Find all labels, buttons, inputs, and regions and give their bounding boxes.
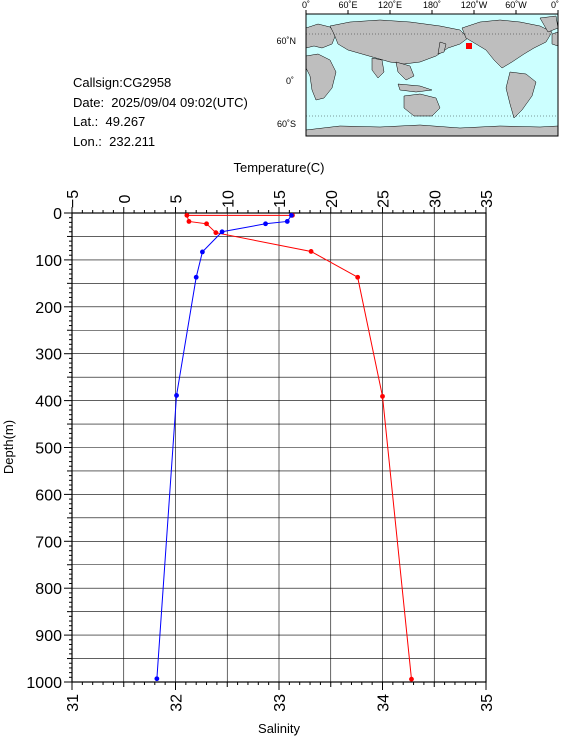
map-lon-label: 60˚W — [505, 0, 527, 10]
salinity-point — [289, 212, 294, 218]
depth-tick-label: 400 — [35, 394, 62, 411]
temperature-point — [308, 249, 314, 254]
depth-axis-title: Depth(m) — [1, 420, 16, 474]
temperature-point — [186, 219, 192, 224]
depth-tick-label: 700 — [35, 534, 62, 551]
temperature-tick-label: 10 — [220, 190, 237, 208]
salinity-point — [200, 249, 205, 255]
salinity-point — [193, 274, 199, 280]
depth-tick-label: 200 — [35, 300, 62, 317]
lon-text: Lon.: 232.211 — [73, 133, 156, 149]
temperature-axis-title: Temperature(C) — [233, 160, 324, 175]
temperature-tick-label: 25 — [376, 190, 393, 208]
salinity-line — [156, 215, 292, 679]
callsign-text: Callsign:CG2958 — [73, 75, 172, 90]
map-lon-labels: 0˚ 60˚E 120˚E 180˚ 120˚W 60˚W 0˚ — [302, 0, 559, 10]
map-lat-labels: 60˚N 0˚ 60˚S — [276, 36, 296, 129]
temperature-tick-label: 0 — [117, 194, 134, 203]
map-lat-label: 60˚N — [276, 36, 296, 46]
temperature-tick-label: 30 — [427, 190, 444, 208]
station-info: Callsign:CG2958 Date: 2025/09/04 09:02(U… — [73, 73, 248, 151]
map-lon-label: 0˚ — [302, 0, 310, 10]
temperature-point — [213, 230, 219, 236]
depth-tick-label: 1000 — [26, 675, 62, 692]
depth-tick-label: 500 — [35, 441, 62, 458]
depth-tick-label: 0 — [53, 206, 62, 223]
temperature-tick-label: −5 — [65, 190, 82, 208]
salinity-axis-title: Salinity — [258, 721, 300, 736]
temperature-tick-label: 15 — [272, 190, 289, 208]
map-land — [305, 15, 559, 137]
map-lat-label: 0˚ — [286, 76, 294, 86]
salinity-point — [174, 393, 179, 398]
salinity-point — [154, 676, 160, 682]
station-marker — [466, 43, 472, 49]
depth-tick-label: 600 — [35, 487, 62, 504]
temperature-point — [355, 274, 361, 280]
map-lon-ticks — [305, 10, 559, 14]
salinity-point — [263, 221, 268, 227]
salinity-tick-label: 34 — [376, 694, 393, 712]
map-lon-label: 180˚ — [423, 0, 441, 10]
map-lat-lines — [306, 33, 558, 117]
temperature-tick-label: 20 — [324, 190, 341, 208]
salinity-tick-label: 33 — [272, 694, 289, 712]
temperature-tick-label: 35 — [479, 190, 496, 208]
depth-tick-label: 100 — [35, 253, 62, 270]
salinity-point — [219, 229, 225, 235]
depth-tick-label: 300 — [35, 347, 62, 364]
map-lon-label: 0˚ — [551, 0, 559, 10]
map-lon-label: 120˚E — [378, 0, 402, 10]
salinity-tick-label: 31 — [65, 694, 82, 712]
temperature-tick-label: 5 — [169, 194, 186, 203]
temperature-point — [380, 393, 385, 399]
depth-tick-label: 900 — [35, 628, 62, 645]
salinity-tick-label: 32 — [169, 694, 186, 712]
map-lon-label: 120˚W — [461, 0, 488, 10]
temperature-point — [184, 212, 190, 218]
map-lon-label: 60˚E — [338, 0, 357, 10]
date-text: Date: 2025/09/04 09:02(UTC) — [73, 94, 248, 110]
lat-text: Lat.: 49.267 — [73, 114, 146, 129]
salinity-point — [284, 219, 290, 224]
temperature-point — [409, 676, 414, 682]
salinity-tick-label: 35 — [479, 694, 496, 712]
depth-tick-label: 800 — [35, 581, 62, 598]
map-lat-label: 60˚S — [277, 119, 296, 129]
temperature-point — [204, 221, 209, 227]
